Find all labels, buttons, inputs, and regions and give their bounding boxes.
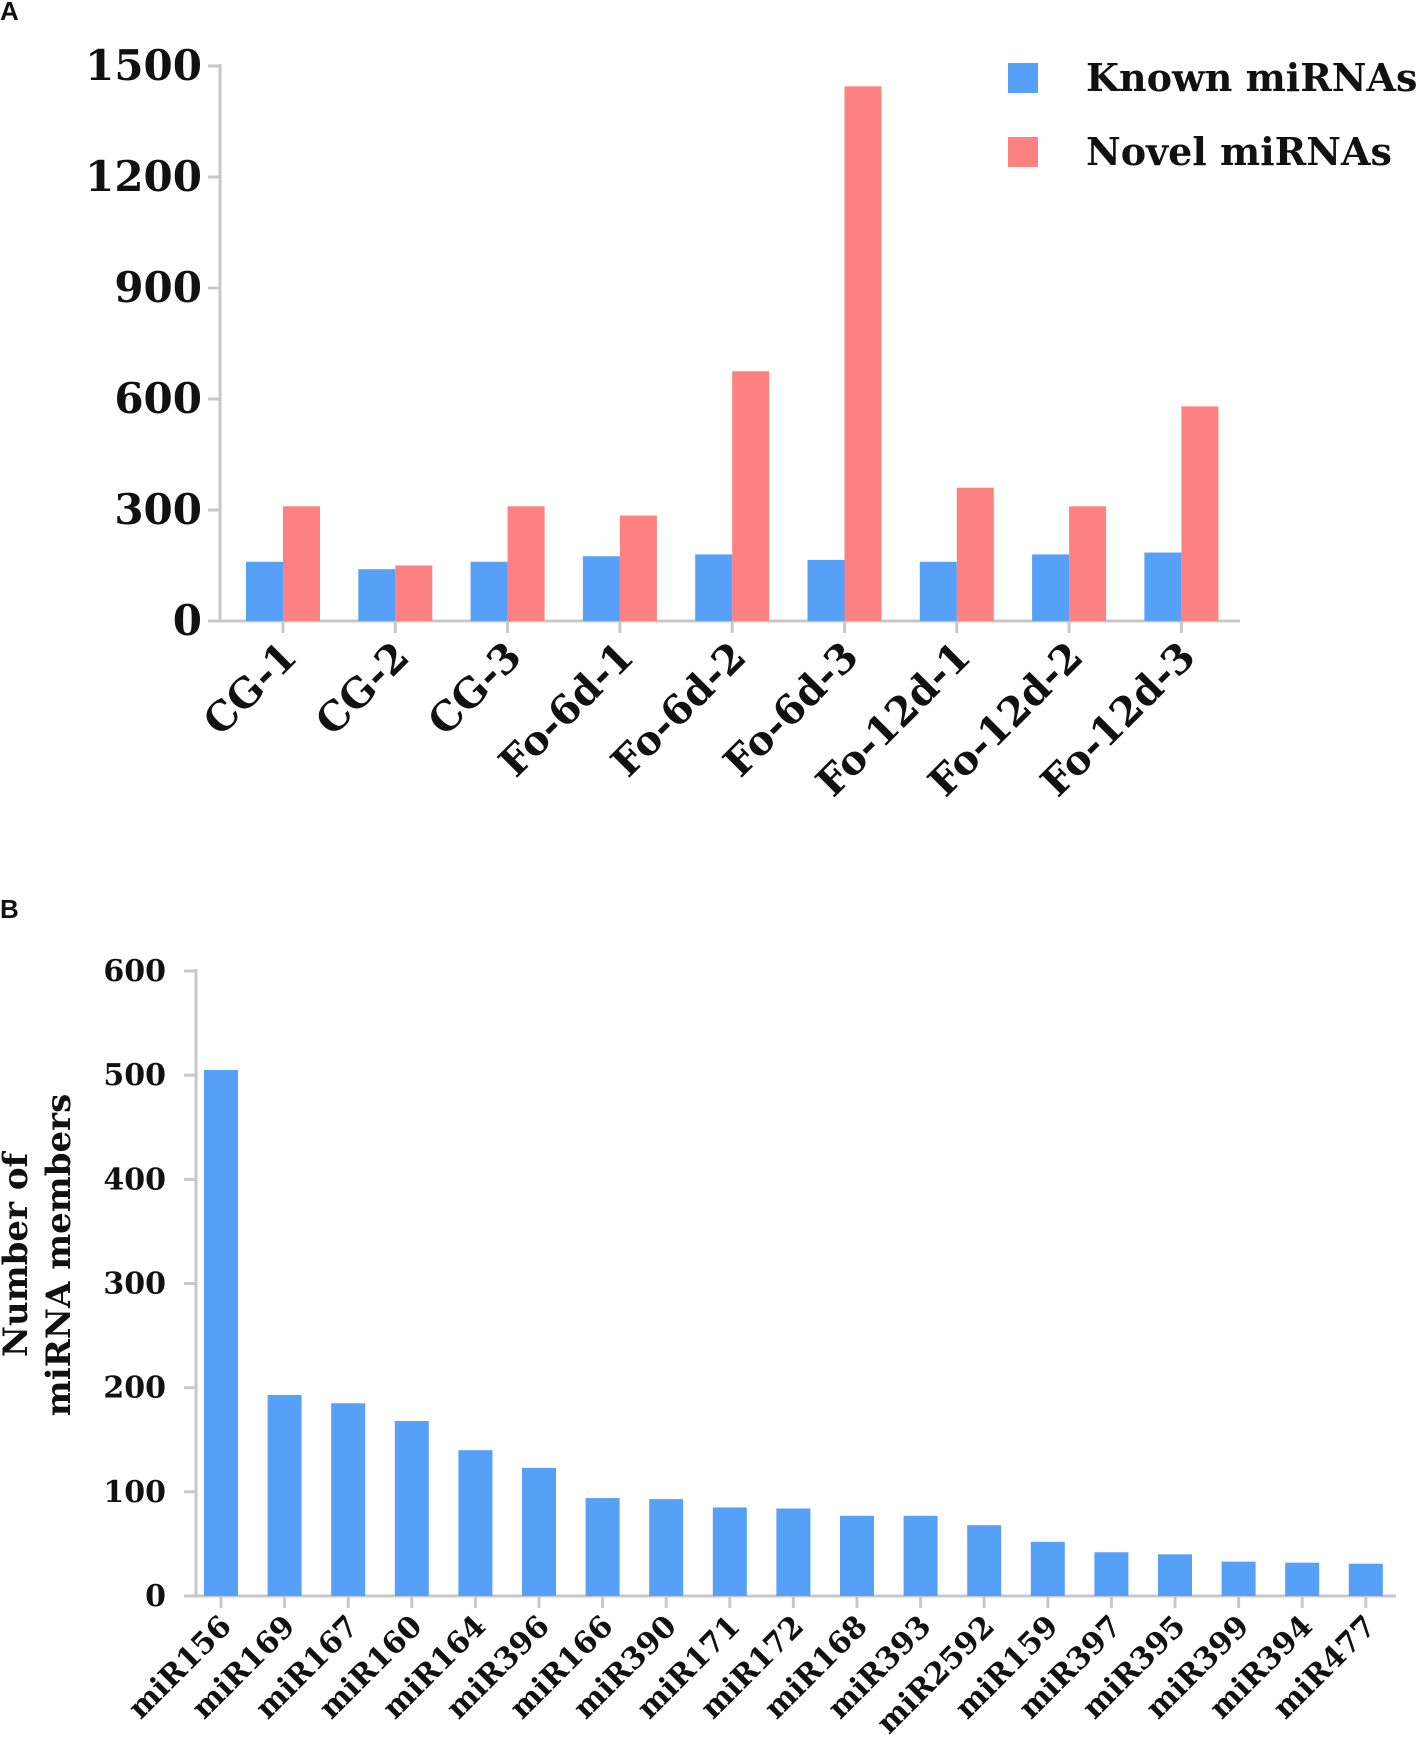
chart-a-y-tick-label: 1500 — [85, 41, 202, 90]
mirna-family-bar — [458, 1450, 493, 1596]
chart-a-legend: Known miRNAs Novel miRNAs — [1008, 55, 1417, 174]
mirna-family-bar — [267, 1394, 302, 1596]
novel-mirnas-bar — [395, 565, 433, 621]
chart-a-y-tick-label: 1200 — [85, 152, 202, 201]
known-mirnas-bar — [582, 556, 620, 621]
mirna-family-bar — [1030, 1541, 1065, 1596]
novel-mirnas-bar — [1181, 406, 1219, 621]
chart-b-y-tick-label: 300 — [103, 1267, 166, 1302]
known-mirnas-bar — [470, 561, 508, 621]
mirna-family-bar — [776, 1508, 811, 1596]
chart-b-y-tick-label: 600 — [103, 954, 166, 989]
chart-b-y-axis-label-line: Number of — [0, 1151, 36, 1358]
panel-b-letter: B — [0, 894, 19, 924]
chart-a-x-tick-label: CG-1 — [194, 633, 306, 745]
chart-a-y-tick-label: 600 — [114, 374, 202, 423]
mirna-family-bar — [840, 1515, 874, 1596]
chart-a-y-tick-label: 300 — [114, 485, 202, 534]
chart-b-y-axis-label-line: miRNA members — [39, 1094, 79, 1417]
mirna-family-bar — [1221, 1561, 1256, 1596]
known-mirnas-bar — [695, 554, 733, 621]
mirna-family-bar — [712, 1507, 747, 1596]
known-mirnas-bar — [919, 561, 957, 621]
mirna-family-bar — [204, 1069, 238, 1596]
mirna-family-bar — [967, 1525, 1002, 1596]
chart-b-y-tick-label: 0 — [145, 1579, 166, 1614]
mirna-family-bar — [1094, 1552, 1129, 1596]
mirna-family-bar — [903, 1515, 938, 1596]
mirna-family-bar — [1285, 1562, 1320, 1596]
mirna-family-bar — [1158, 1554, 1192, 1596]
chart-a-y-tick-label: 0 — [173, 596, 202, 645]
mirna-family-bar — [1348, 1563, 1383, 1596]
legend-label: Known miRNAs — [1086, 55, 1417, 100]
known-mirnas-bar — [807, 559, 845, 621]
chart-a-y-tick-label: 900 — [114, 263, 202, 312]
novel-mirnas-bar — [507, 506, 545, 621]
mirna-family-bar — [649, 1499, 684, 1596]
chart-b: 0 100 200 300 400 500 600 Number ofmiRNA member… — [0, 954, 1396, 1741]
chart-b-y-tick-label: 500 — [103, 1058, 166, 1093]
legend-label: Novel miRNAs — [1086, 129, 1392, 174]
mirna-family-bar — [331, 1403, 366, 1596]
legend-swatch — [1008, 137, 1038, 167]
novel-mirnas-bar — [619, 515, 657, 621]
novel-mirnas-bar — [283, 506, 320, 621]
novel-mirnas-bar — [1069, 506, 1107, 621]
known-mirnas-bar — [1144, 552, 1182, 621]
novel-mirnas-bar — [956, 487, 994, 621]
known-mirnas-bar — [246, 561, 283, 621]
known-mirnas-bar — [358, 569, 396, 621]
mirna-family-bar — [394, 1421, 429, 1596]
novel-mirnas-bar — [844, 86, 882, 622]
chart-a-x-tick-label: CG-2 — [307, 633, 419, 745]
legend-swatch — [1008, 63, 1038, 93]
mirna-family-bar — [522, 1467, 556, 1596]
chart-b-y-axis-label: Number ofmiRNA members — [0, 1094, 79, 1417]
panel-a-letter: A — [0, 0, 19, 26]
known-mirnas-bar — [1032, 554, 1070, 621]
novel-mirnas-bar — [732, 371, 770, 621]
mirna-family-bar — [585, 1498, 620, 1596]
chart-b-y-tick-label: 200 — [103, 1371, 166, 1406]
chart-b-y-tick-label: 400 — [103, 1162, 166, 1197]
chart-b-y-tick-label: 100 — [103, 1475, 166, 1510]
